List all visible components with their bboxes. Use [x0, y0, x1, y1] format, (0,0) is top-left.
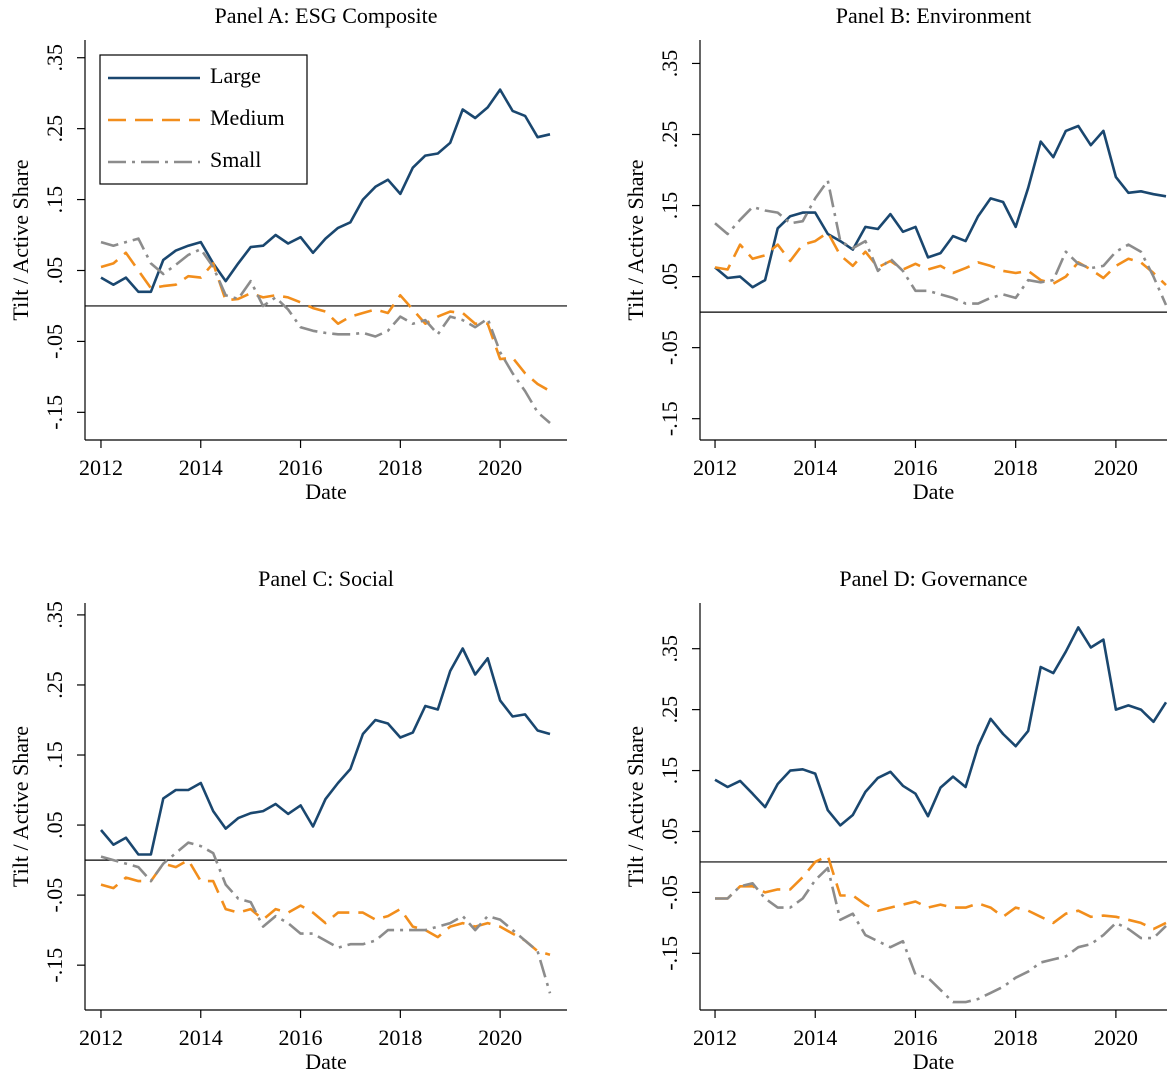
y-axis-label: Tilt / Active Share: [8, 726, 33, 887]
y-tick-label: .05: [657, 818, 682, 846]
series-line: [100, 251, 551, 393]
y-tick-label: -.05: [657, 875, 682, 910]
y-tick-label: .05: [42, 257, 67, 285]
series-line: [714, 626, 1168, 827]
y-tick-label: .15: [657, 757, 682, 785]
series-line: [715, 866, 1167, 1004]
y-tick-label: .35: [657, 635, 682, 663]
panel: Panel C: Social -.15 -.05 .05 .15 .25 .35 2012 2…: [8, 566, 567, 1074]
x-tick-label: 2018: [994, 455, 1038, 480]
x-axis-label: Date: [305, 479, 347, 504]
series-line: [715, 854, 1167, 931]
x-axis-label: Date: [913, 1049, 955, 1074]
series-line: [714, 231, 1167, 287]
panel: Panel B: Environment -.15 -.05 .05 .15 .25 .35…: [623, 3, 1168, 504]
panel: Panel A: ESG Composite -.15 -.05 .05 .15 .25.…: [8, 3, 567, 504]
y-tick-label: -.15: [42, 948, 67, 983]
x-tick-label: 2016: [893, 455, 937, 480]
y-tick-label: -.15: [657, 401, 682, 436]
x-tick-label: 2012: [693, 455, 737, 480]
y-tick-label: -.15: [42, 395, 67, 430]
y-tick-label: -.05: [42, 324, 67, 359]
y-tick-label: .05: [42, 811, 67, 839]
x-tick-label: 2012: [693, 1025, 737, 1050]
y-tick-label: .15: [42, 741, 67, 769]
series-line: [714, 124, 1167, 289]
y-tick-label: -.15: [657, 936, 682, 971]
x-tick-label: 2014: [793, 1025, 837, 1050]
y-tick-label: -.05: [657, 330, 682, 365]
y-tick-label: .25: [42, 671, 67, 699]
x-tick-label: 2016: [893, 1025, 937, 1050]
legend-label: Small: [210, 147, 261, 172]
y-tick-label: .05: [657, 263, 682, 291]
x-tick-label: 2016: [279, 1025, 323, 1050]
series-line: [100, 841, 552, 994]
x-tick-label: 2016: [279, 455, 323, 480]
x-tick-label: 2014: [179, 1025, 223, 1050]
panel: Panel D: Governance -.15 -.05 .05 .15 .25 .35 2…: [623, 566, 1168, 1074]
series-line: [100, 88, 551, 294]
x-axis-label: Date: [305, 1049, 347, 1074]
y-axis-label: Tilt / Active Share: [8, 159, 33, 320]
chart-title: Panel A: ESG Composite: [214, 3, 437, 28]
x-tick-label: 2020: [1094, 1025, 1138, 1050]
x-tick-label: 2012: [79, 1025, 123, 1050]
y-axis-label: Tilt / Active Share: [623, 726, 648, 887]
y-tick-label: .35: [657, 50, 682, 78]
chart-title: Panel B: Environment: [836, 3, 1032, 28]
y-tick-label: .15: [657, 192, 682, 220]
chart-title: Panel C: Social: [258, 566, 394, 591]
y-tick-label: .15: [42, 186, 67, 214]
y-tick-label: -.05: [42, 878, 67, 913]
series-line: [100, 237, 551, 424]
x-tick-label: 2018: [378, 455, 422, 480]
x-tick-label: 2018: [994, 1025, 1038, 1050]
x-tick-label: 2014: [793, 455, 837, 480]
x-tick-label: 2014: [179, 455, 223, 480]
y-axis-label: Tilt / Active Share: [623, 159, 648, 320]
x-tick-label: 2020: [478, 1025, 522, 1050]
y-tick-label: .25: [42, 115, 67, 143]
y-tick-label: .25: [657, 121, 682, 149]
legend: Large Medium Small: [99, 54, 308, 185]
x-tick-label: 2012: [79, 455, 123, 480]
y-tick-label: .25: [657, 696, 682, 724]
x-axis-label: Date: [913, 479, 955, 504]
x-tick-label: 2020: [478, 455, 522, 480]
chart-title: Panel D: Governance: [839, 566, 1027, 591]
x-tick-label: 2020: [1094, 455, 1138, 480]
series-line: [100, 858, 551, 956]
y-tick-label: .35: [42, 601, 67, 629]
y-tick-label: .35: [42, 44, 67, 72]
legend-label: Medium: [210, 105, 285, 130]
series-line: [100, 647, 551, 856]
x-tick-label: 2018: [378, 1025, 422, 1050]
legend-label: Large: [210, 63, 261, 88]
series-line: [714, 179, 1168, 306]
